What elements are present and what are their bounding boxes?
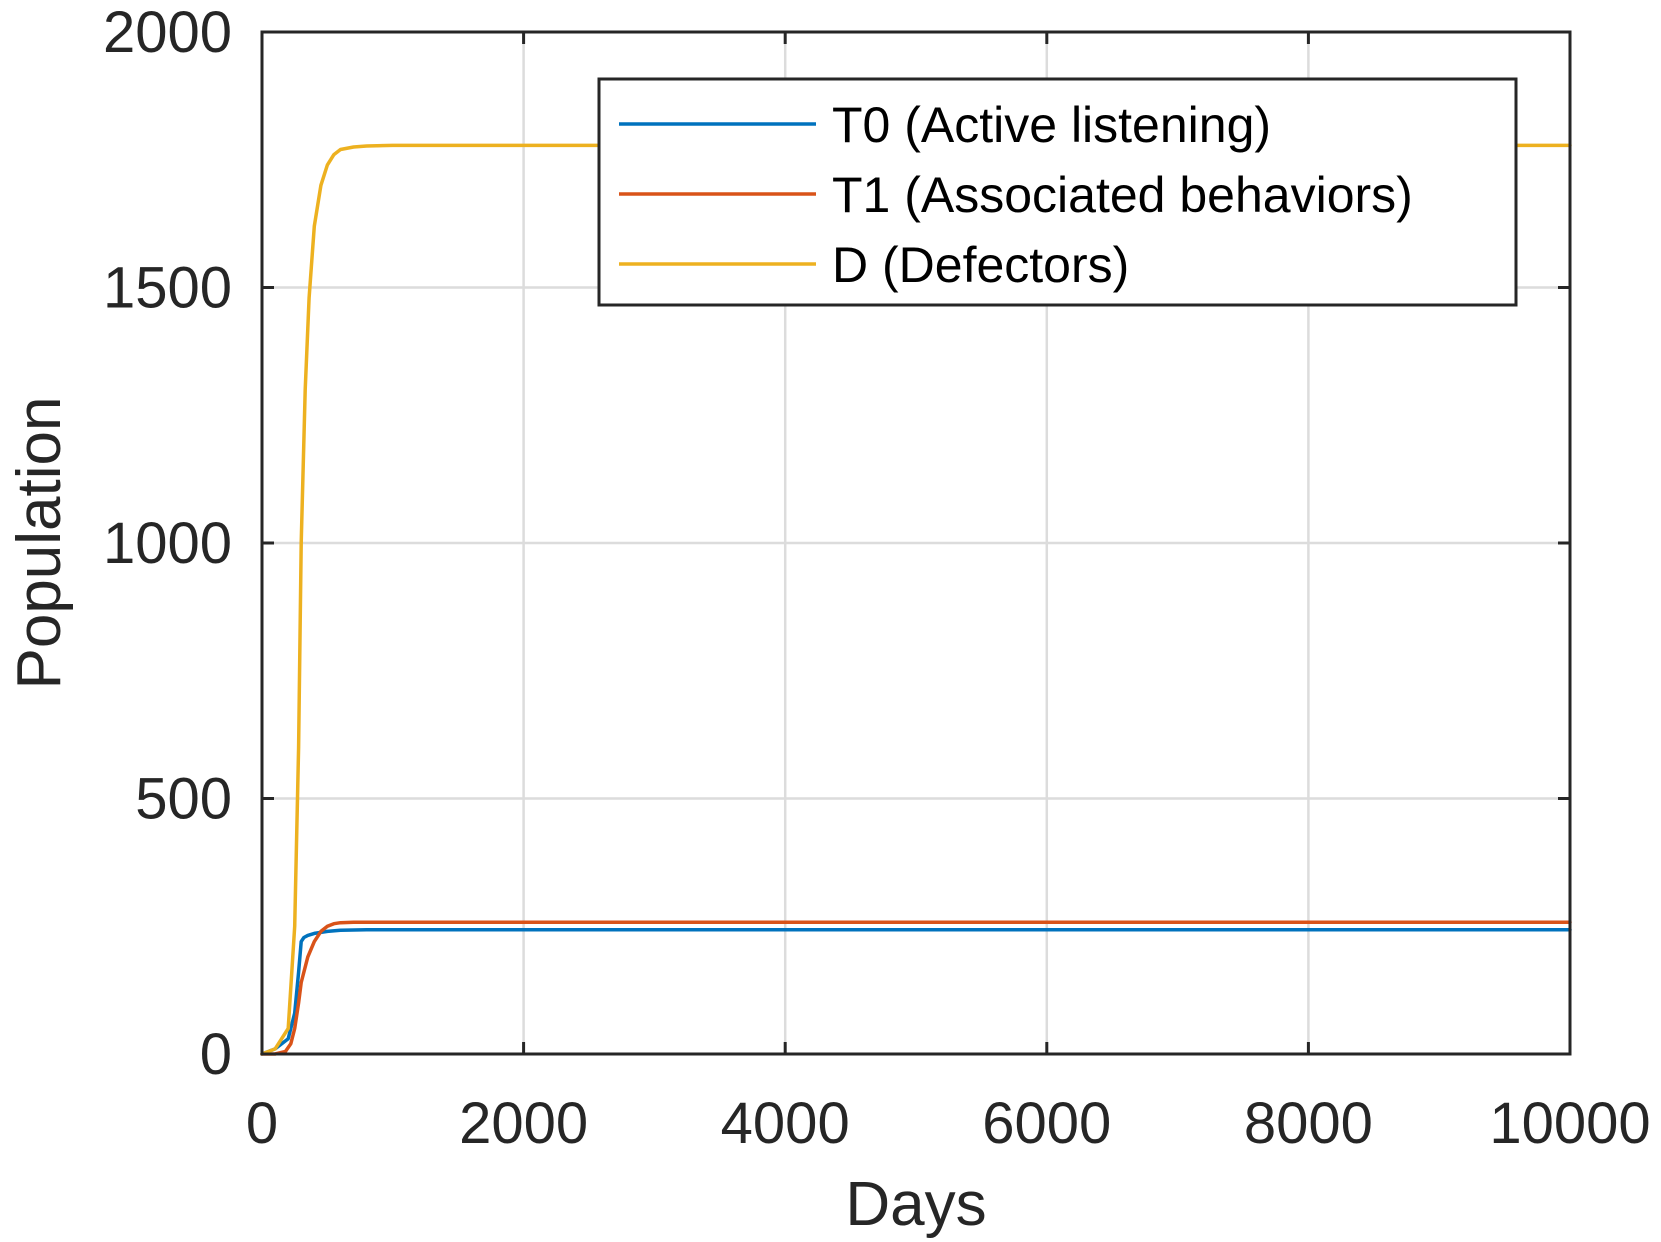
legend-label-0: T0 (Active listening) bbox=[832, 97, 1271, 153]
y-axis-title: Population bbox=[5, 396, 74, 689]
legend-label-1: T1 (Associated behaviors) bbox=[832, 167, 1413, 223]
series-line-1 bbox=[260, 920, 1572, 1056]
x-tick-label: 10000 bbox=[1489, 1091, 1650, 1156]
y-tick-labels: 0 500 1000 1500 2000 bbox=[103, 0, 232, 1087]
x-tick-label: 2000 bbox=[459, 1091, 588, 1156]
y-tick-label: 1000 bbox=[103, 511, 232, 576]
x-tick-label: 6000 bbox=[982, 1091, 1111, 1156]
x-tick-label: 4000 bbox=[721, 1091, 850, 1156]
x-tick-label: 0 bbox=[246, 1091, 278, 1156]
y-tick-label: 0 bbox=[200, 1022, 232, 1087]
y-tick-label: 500 bbox=[135, 767, 232, 832]
legend-label-2: D (Defectors) bbox=[832, 237, 1129, 293]
y-tick-label: 2000 bbox=[103, 0, 232, 65]
legend: T0 (Active listening) T1 (Associated beha… bbox=[597, 77, 1518, 307]
x-axis-title: Days bbox=[845, 1170, 986, 1239]
legend-box bbox=[597, 77, 1518, 307]
x-tick-labels: 0 2000 4000 6000 8000 10000 bbox=[246, 1091, 1651, 1156]
x-tick-label: 8000 bbox=[1244, 1091, 1373, 1156]
ticks bbox=[260, 30, 1572, 1056]
y-tick-label: 1500 bbox=[103, 256, 232, 321]
